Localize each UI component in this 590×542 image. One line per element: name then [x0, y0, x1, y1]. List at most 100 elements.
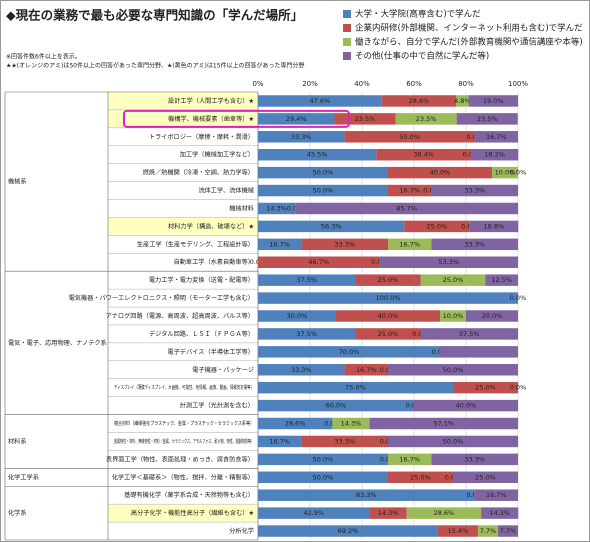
- bar-segment: [404, 220, 470, 233]
- category-label: アナログ回路（電源、高周波、超高周波、パルス等）: [106, 312, 254, 320]
- bar-segment: [369, 507, 407, 519]
- category-label: トライボロジー（摩擦・摩耗・潤滑）: [149, 133, 254, 141]
- data-label: 29.4%: [286, 115, 307, 123]
- data-label: 33.3%: [334, 240, 355, 248]
- bar-segment: [295, 202, 518, 215]
- category-label: 表界面工学（物性、表面処理・めっき、腐食防食等）: [106, 455, 254, 463]
- bar-segment: [301, 238, 388, 251]
- data-label: 28.6%: [285, 420, 306, 428]
- data-label: 50.0%: [443, 366, 464, 374]
- data-label: 50.0%: [313, 473, 334, 481]
- data-label: 14.3%: [341, 420, 362, 428]
- data-label: 14.3%: [378, 509, 399, 517]
- x-tick-label: 100%: [508, 80, 528, 88]
- bar-segment: [258, 202, 296, 215]
- x-tick-label: 80%: [458, 80, 474, 88]
- bar-segment: [258, 471, 388, 484]
- group-label: 機械系: [8, 178, 27, 186]
- note: ★★(オレンジのアミ)は50件以上の回答があった専門分野、★(黄色のアミ)は15…: [6, 62, 305, 70]
- data-label: 7.7%: [500, 527, 517, 535]
- bar-segment: [456, 95, 469, 107]
- category-label: 基礎有機化学（薬学系合成・天然物等も含む）: [124, 491, 254, 499]
- bar-segment: [258, 453, 388, 466]
- category-label: 複合材料（繊維強化プラスチック、金属・プラスチック・セラミックス系等）: [114, 419, 254, 427]
- data-label: 25.0%: [410, 473, 431, 481]
- data-label: 16.7%: [269, 437, 290, 445]
- bar-segment: [437, 525, 478, 537]
- data-label: 23.5%: [477, 115, 498, 123]
- legend-label: 大学・大学院(高専含む)で学んだ: [355, 9, 481, 20]
- category-label: 電子機器・パッケージ: [192, 366, 254, 374]
- data-label: 37.5%: [296, 276, 317, 284]
- data-label: 25.0%: [475, 473, 496, 481]
- bar-segment: [258, 525, 438, 537]
- legend-label: 企業内研修(外部機関、インターネット利用も含む)で学んだ: [355, 23, 583, 34]
- data-label: 56.3%: [321, 222, 342, 230]
- data-label: 33.3%: [291, 133, 312, 141]
- bar-segment: [456, 113, 518, 125]
- chart-title: ◆現在の業務で最も必要な専門知識の「学んだ場所」: [6, 8, 303, 23]
- data-label: 25.0%: [427, 222, 448, 230]
- category-label: 電力工学・電力変換（送電・配電等）: [149, 276, 254, 284]
- data-label: 50.0%: [443, 437, 464, 445]
- data-label: 100.0%: [376, 294, 401, 302]
- bar-segment: [258, 417, 333, 430]
- bar-segment: [355, 274, 421, 286]
- bar-segment: [258, 507, 370, 519]
- category-label: ディスプレイ（薄膜ディスプレイ、大画機、可撓性、色情報、画像、動画、情報安定電等…: [114, 383, 254, 391]
- highlight: [108, 92, 258, 110]
- data-label: 16.7%: [486, 491, 507, 499]
- bar-segment: [258, 310, 336, 322]
- data-label: 19.0%: [483, 97, 504, 105]
- data-label: 23.5%: [416, 115, 437, 123]
- category-label: 燃焼／熱機関（冷凍・空調、熱力学等）: [143, 169, 254, 177]
- data-label: 28.6%: [409, 97, 430, 105]
- emphasis-box: [123, 109, 350, 128]
- bar-segment: [440, 310, 466, 322]
- data-label: 16.7%: [399, 240, 420, 248]
- bar-segment: [258, 364, 345, 376]
- data-label: 20.0%: [482, 312, 503, 320]
- data-label: 33.3%: [291, 366, 312, 374]
- bar-segment: [258, 113, 335, 125]
- bar-segment: [453, 471, 518, 484]
- data-label: 37.5%: [296, 330, 317, 338]
- bar-segment: [301, 435, 388, 448]
- data-label: 53.3%: [438, 258, 459, 266]
- data-label: 7.7%: [480, 527, 497, 535]
- data-label: 40.0%: [378, 312, 399, 320]
- bar-segment: [414, 399, 518, 412]
- data-label: 57.1%: [433, 420, 454, 428]
- category-label: 機構学、機械要素（歯車等）★: [168, 115, 254, 123]
- category-label: 設計工学（人間工学も含む）★: [168, 97, 254, 105]
- category-label: 電気機器・パワーエレクトロニクス・照明（モーター工学も含む）: [69, 294, 254, 302]
- bar-segment: [336, 310, 440, 322]
- category-label: 材料力学（構造、破壊など）★: [168, 222, 254, 230]
- highlight: [108, 217, 258, 235]
- group-label: 材料系: [8, 437, 27, 445]
- bar-segment: [258, 399, 414, 412]
- bar-segment: [258, 131, 345, 143]
- legend-swatch: [343, 52, 351, 60]
- bar-segment: [258, 166, 388, 179]
- data-label: 37.5%: [459, 330, 480, 338]
- bar-segment: [440, 346, 518, 358]
- data-label: 16.7%: [399, 455, 420, 463]
- data-label: 60.0%: [326, 402, 347, 410]
- bar-segment: [466, 310, 518, 322]
- data-label: 30.0%: [287, 312, 308, 320]
- legend-label: その他(仕事の中で自然に学んだ等): [355, 51, 489, 62]
- data-label: 10.0%: [443, 312, 464, 320]
- data-label: 50.0%: [399, 133, 420, 141]
- data-label: 14.3%: [489, 509, 510, 517]
- data-label: 33.3%: [464, 455, 485, 463]
- category-label: 加工学（機械加工学など）: [180, 151, 254, 159]
- bar-segment: [388, 238, 432, 251]
- bar-segment: [388, 435, 518, 448]
- group-label: 化学工学系: [8, 473, 39, 481]
- category-label: 流体工学、流体機械: [198, 187, 254, 195]
- bar-segment: [420, 328, 518, 340]
- category-label: 機械材料: [229, 204, 254, 212]
- legend-swatch: [343, 10, 351, 18]
